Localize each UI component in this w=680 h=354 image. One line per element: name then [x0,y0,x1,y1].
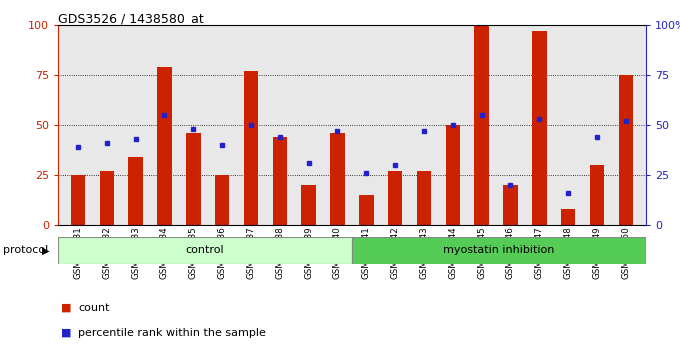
Text: protocol: protocol [3,245,49,256]
Bar [330,133,345,225]
Bar [475,25,489,225]
Bar [445,125,460,225]
Text: percentile rank within the sample: percentile rank within the sample [78,328,266,338]
Text: ■: ■ [61,303,71,313]
Text: ▶: ▶ [42,245,50,256]
Bar [186,133,201,225]
Text: GDS3526 / 1438580_at: GDS3526 / 1438580_at [58,12,203,25]
Bar [503,185,517,225]
Text: count: count [78,303,109,313]
Bar [417,171,431,225]
Bar [619,75,633,225]
Bar [359,195,373,225]
Bar [388,171,403,225]
Bar [129,157,143,225]
Bar [157,67,171,225]
Text: ■: ■ [61,328,71,338]
Text: control: control [186,245,224,256]
Bar [590,165,605,225]
Bar [561,209,575,225]
Bar [301,185,316,225]
Bar [215,175,229,225]
Bar [71,175,85,225]
Bar [532,31,547,225]
Bar [99,171,114,225]
Bar [243,71,258,225]
Bar [273,137,287,225]
Bar [58,237,352,264]
Bar [352,237,646,264]
Text: myostatin inhibition: myostatin inhibition [443,245,555,256]
